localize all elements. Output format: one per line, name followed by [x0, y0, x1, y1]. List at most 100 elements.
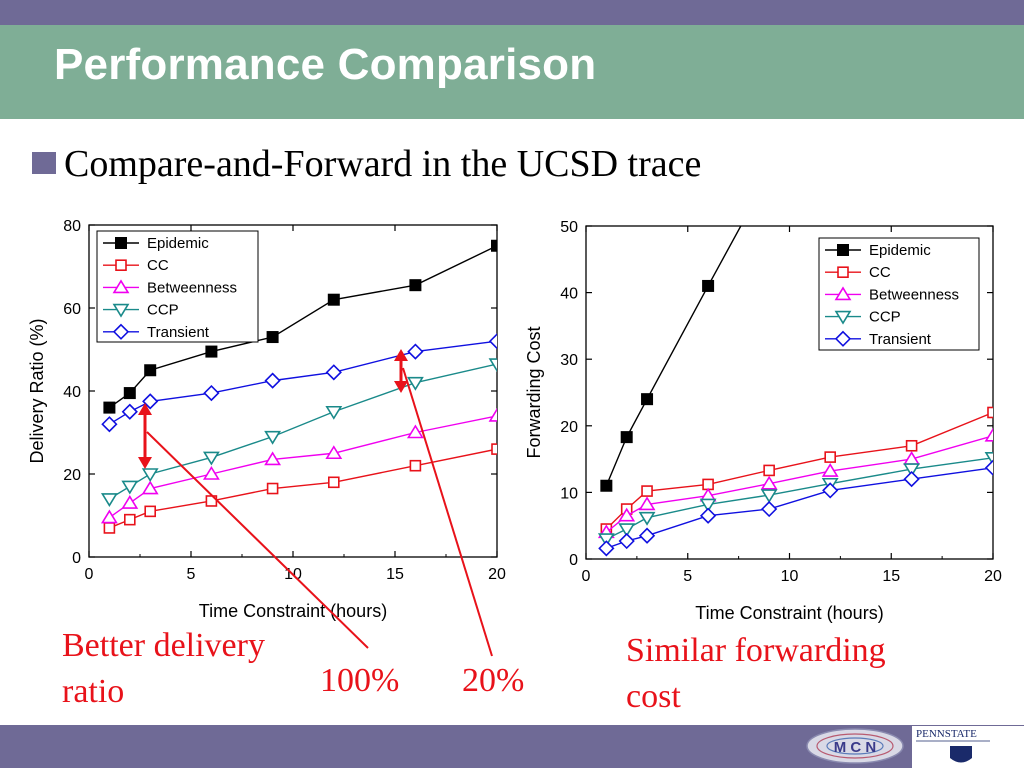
x-tick-label: 15 — [882, 568, 900, 585]
data-point — [264, 451, 282, 466]
y-tick-label: 30 — [560, 352, 578, 369]
data-point — [141, 480, 159, 495]
data-point — [124, 513, 136, 526]
legend-marker — [834, 310, 852, 325]
y-tick-label: 50 — [560, 219, 578, 236]
legend-label: CC — [147, 257, 169, 274]
data-point — [761, 500, 778, 518]
chart-2: 0 5 10 15 20 0 10 20 30 40 50 Time Constraint (hour… — [524, 219, 1002, 623]
data-point — [325, 445, 343, 460]
arrow-100-percent — [138, 403, 152, 469]
annotation-20-percent: 20% — [462, 662, 525, 699]
data-point — [618, 523, 636, 538]
series-line — [109, 448, 497, 529]
data-point — [205, 345, 218, 358]
series-line — [109, 363, 497, 500]
legend-marker — [112, 303, 130, 318]
series-betweenness — [100, 407, 497, 524]
legend-marker — [837, 244, 849, 256]
legend: Epidemic CC Betweenness CCP Transient — [818, 237, 980, 351]
series-ccp — [100, 358, 497, 507]
data-point — [618, 532, 635, 550]
data-point — [822, 482, 839, 499]
arrow-head-down — [394, 381, 408, 393]
y-tick-label: 0 — [72, 550, 81, 567]
series-ccp — [597, 451, 993, 548]
data-point — [144, 505, 156, 518]
data-point — [264, 372, 281, 389]
series-epidemic — [103, 239, 497, 414]
series-line — [108, 415, 497, 519]
y-tick-label: 20 — [560, 419, 578, 436]
data-point — [121, 480, 139, 495]
data-point — [821, 463, 839, 477]
data-point — [203, 384, 220, 402]
legend-marker — [115, 237, 127, 249]
y-tick-label: 10 — [560, 485, 578, 502]
data-point — [103, 401, 116, 414]
y-axis-label: Forwarding Cost — [524, 326, 544, 458]
chart-1: 05101520020406080Time Constraint (hours)… — [27, 218, 506, 621]
slide-title: Performance Comparison — [54, 40, 597, 89]
x-tick-label: 20 — [488, 566, 506, 583]
y-tick-label: 40 — [560, 286, 578, 303]
data-point — [760, 475, 778, 490]
legend-label: Transient — [147, 324, 210, 341]
data-point — [903, 470, 920, 488]
bullet-text: Compare-and-Forward in the UCSD trace — [64, 143, 702, 185]
series-transient — [101, 333, 497, 433]
data-point — [488, 407, 497, 422]
arrow-head-up — [138, 403, 152, 415]
data-point — [699, 498, 717, 513]
annotation-similar-forwarding: Similar forwarding — [626, 632, 886, 669]
legend-marker — [112, 279, 130, 294]
data-point — [824, 451, 837, 463]
series-transient — [598, 459, 993, 557]
legend-label: CCP — [869, 309, 901, 326]
data-point — [638, 511, 656, 526]
legend-label: Epidemic — [869, 242, 931, 259]
y-tick-label: 40 — [63, 384, 81, 401]
annotation-ratio: ratio — [62, 673, 125, 710]
data-point — [327, 293, 340, 306]
data-point — [266, 482, 279, 495]
y-tick-label: 60 — [63, 301, 81, 318]
x-tick-label: 0 — [85, 566, 94, 583]
data-point — [702, 279, 715, 292]
series-line — [605, 435, 993, 533]
legend-label: Betweenness — [869, 286, 959, 303]
x-axis-label: Time Constraint (hours) — [695, 603, 883, 623]
data-point — [406, 424, 424, 439]
annotation-cost: cost — [626, 678, 681, 715]
bullet-square-icon — [32, 152, 56, 174]
title-band — [0, 25, 1024, 119]
data-point — [699, 507, 717, 524]
data-point — [491, 239, 497, 252]
data-point — [264, 430, 282, 445]
data-point — [144, 364, 157, 377]
x-tick-label: 20 — [984, 568, 1002, 585]
legend: Epidemic CC Betweenness CCP Transient — [96, 230, 259, 343]
data-point — [123, 387, 136, 400]
data-point — [763, 464, 775, 477]
series-betweenness — [597, 427, 993, 539]
series-line — [606, 457, 993, 540]
data-point — [100, 509, 118, 524]
data-point — [600, 479, 613, 492]
legend-marker — [115, 259, 127, 272]
annotation-arrows — [138, 349, 493, 657]
data-point — [266, 331, 279, 344]
arrow-20-percent — [394, 349, 408, 393]
data-point — [598, 540, 615, 557]
data-point — [620, 431, 633, 444]
series-cc — [103, 443, 497, 534]
series-line — [606, 467, 993, 550]
data-point — [488, 333, 497, 350]
data-point — [202, 465, 220, 480]
legend-marker — [837, 266, 849, 279]
data-point — [121, 403, 138, 420]
data-point — [618, 507, 636, 522]
data-point — [407, 343, 424, 360]
series-epidemic — [600, 226, 742, 492]
x-tick-label: 0 — [582, 568, 591, 585]
